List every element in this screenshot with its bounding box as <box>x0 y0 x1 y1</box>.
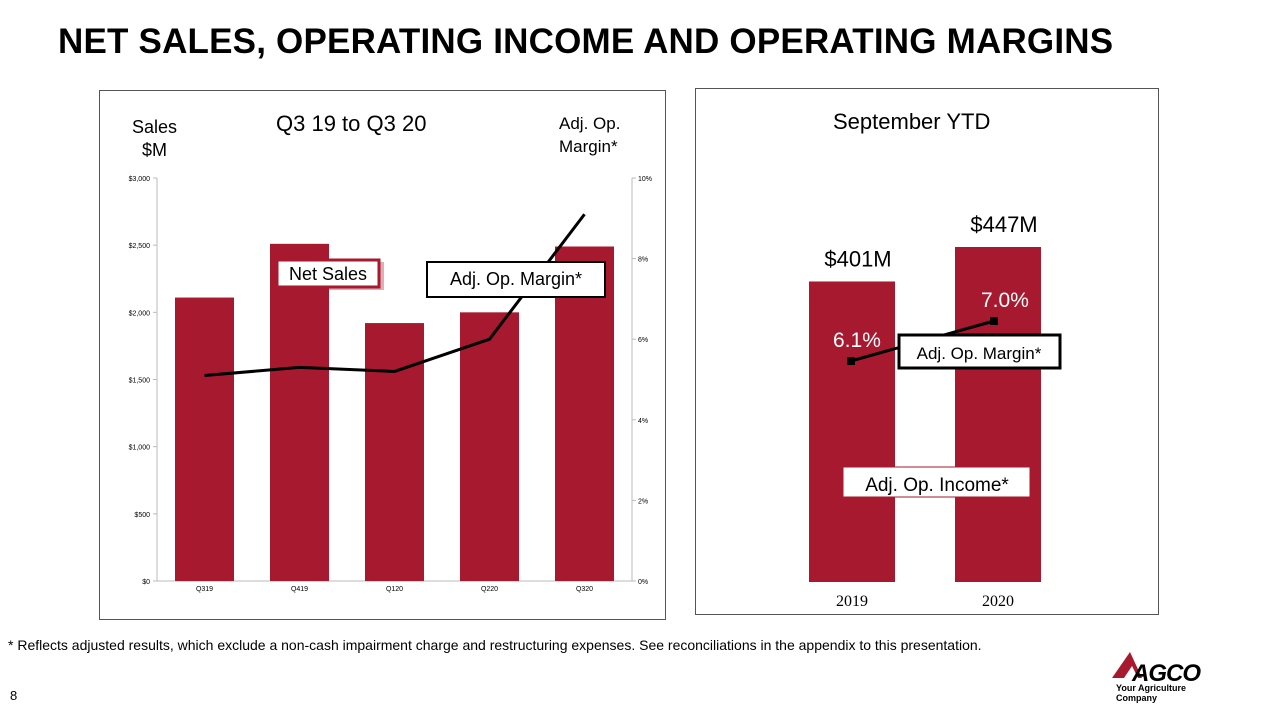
agco-triangle-icon <box>1112 652 1142 678</box>
net-sales-legend-label: Net Sales <box>289 264 367 284</box>
x-tick-label: Q120 <box>386 586 403 593</box>
sales-bar <box>555 246 614 581</box>
right-tick-label: 0% <box>638 579 648 586</box>
right-tick-label: 10% <box>638 176 652 183</box>
page-number: 8 <box>10 688 18 703</box>
sales-bar <box>270 243 329 581</box>
margin-legend-label: Adj. Op. Margin* <box>917 344 1042 363</box>
ytd-chart-panel: $401M 2019 $447M 2020 6.1% 7.0% Adj. Op. Margi… <box>695 88 1159 615</box>
left-tick-label: $3,000 <box>129 176 151 183</box>
right-axis-label-line1: Adj. Op. <box>559 114 621 133</box>
margin-legend-label: Adj. Op. Margin* <box>450 269 582 289</box>
year-label: 2019 <box>836 593 868 610</box>
left-tick-label: $2,000 <box>129 310 151 317</box>
income-bar <box>809 281 895 582</box>
sales-bar <box>175 297 234 581</box>
year-label: 2020 <box>982 593 1014 610</box>
margin-value-label: 6.1% <box>833 329 881 352</box>
sales-bar <box>365 323 424 581</box>
margin-marker <box>990 317 998 325</box>
ytd-chart: $401M 2019 $447M 2020 6.1% 7.0% Adj. Op. Margi… <box>809 212 1062 610</box>
income-bar <box>955 247 1041 582</box>
right-tick-label: 2% <box>638 498 648 505</box>
agco-logo: AGCO Your Agriculture Company <box>1108 650 1228 703</box>
quarterly-chart-panel: $0 $500 $1,000 $1,500 $2,000 $2,500 $3,000 0% 2%… <box>99 90 666 620</box>
logo-wordmark: AGCO <box>1132 660 1201 687</box>
income-legend-label: Adj. Op. Income* <box>865 475 1009 496</box>
net-sales-legend-box <box>275 258 381 289</box>
left-tick-label: $500 <box>134 512 150 519</box>
quarterly-chart-title: Q3 19 to Q3 20 <box>276 111 427 136</box>
income-value-label: $447M <box>970 212 1037 237</box>
left-axis-label-line1: Sales <box>132 117 178 137</box>
right-tick-label: 4% <box>638 418 648 425</box>
margin-legend-box <box>897 333 1062 370</box>
income-legend-box <box>842 466 1031 498</box>
footnote: * Reflects adjusted results, which exclu… <box>8 637 982 653</box>
left-axis-label-line2: $M <box>142 140 168 160</box>
page-title: NET SALES, OPERATING INCOME AND OPERATIN… <box>58 22 1114 61</box>
margin-marker <box>847 357 855 365</box>
x-tick-label: Q220 <box>481 586 498 593</box>
left-tick-label: $1,500 <box>129 378 151 385</box>
left-tick-label: $0 <box>142 579 150 586</box>
right-tick-label: 6% <box>638 337 648 344</box>
x-tick-label: Q419 <box>291 586 308 593</box>
ytd-chart-title: September YTD <box>833 109 991 134</box>
logo-tagline: Your Agriculture Company <box>1116 683 1187 703</box>
left-tick-label: $2,500 <box>129 243 151 250</box>
left-tick-label: $1,000 <box>129 445 151 452</box>
income-legend-swatch <box>826 468 844 488</box>
right-tick-label: 8% <box>638 257 648 264</box>
margin-value-label: 7.0% <box>981 289 1029 312</box>
quarterly-chart: $0 $500 $1,000 $1,500 $2,000 $2,500 $3,000 0% 2%… <box>129 176 652 593</box>
margin-legend-box <box>426 261 606 298</box>
income-value-label: $401M <box>824 246 891 271</box>
x-tick-label: Q319 <box>196 586 213 593</box>
x-tick-label: Q320 <box>576 586 593 593</box>
right-axis-label-line2: Margin* <box>559 137 618 156</box>
sales-bar <box>460 312 519 581</box>
